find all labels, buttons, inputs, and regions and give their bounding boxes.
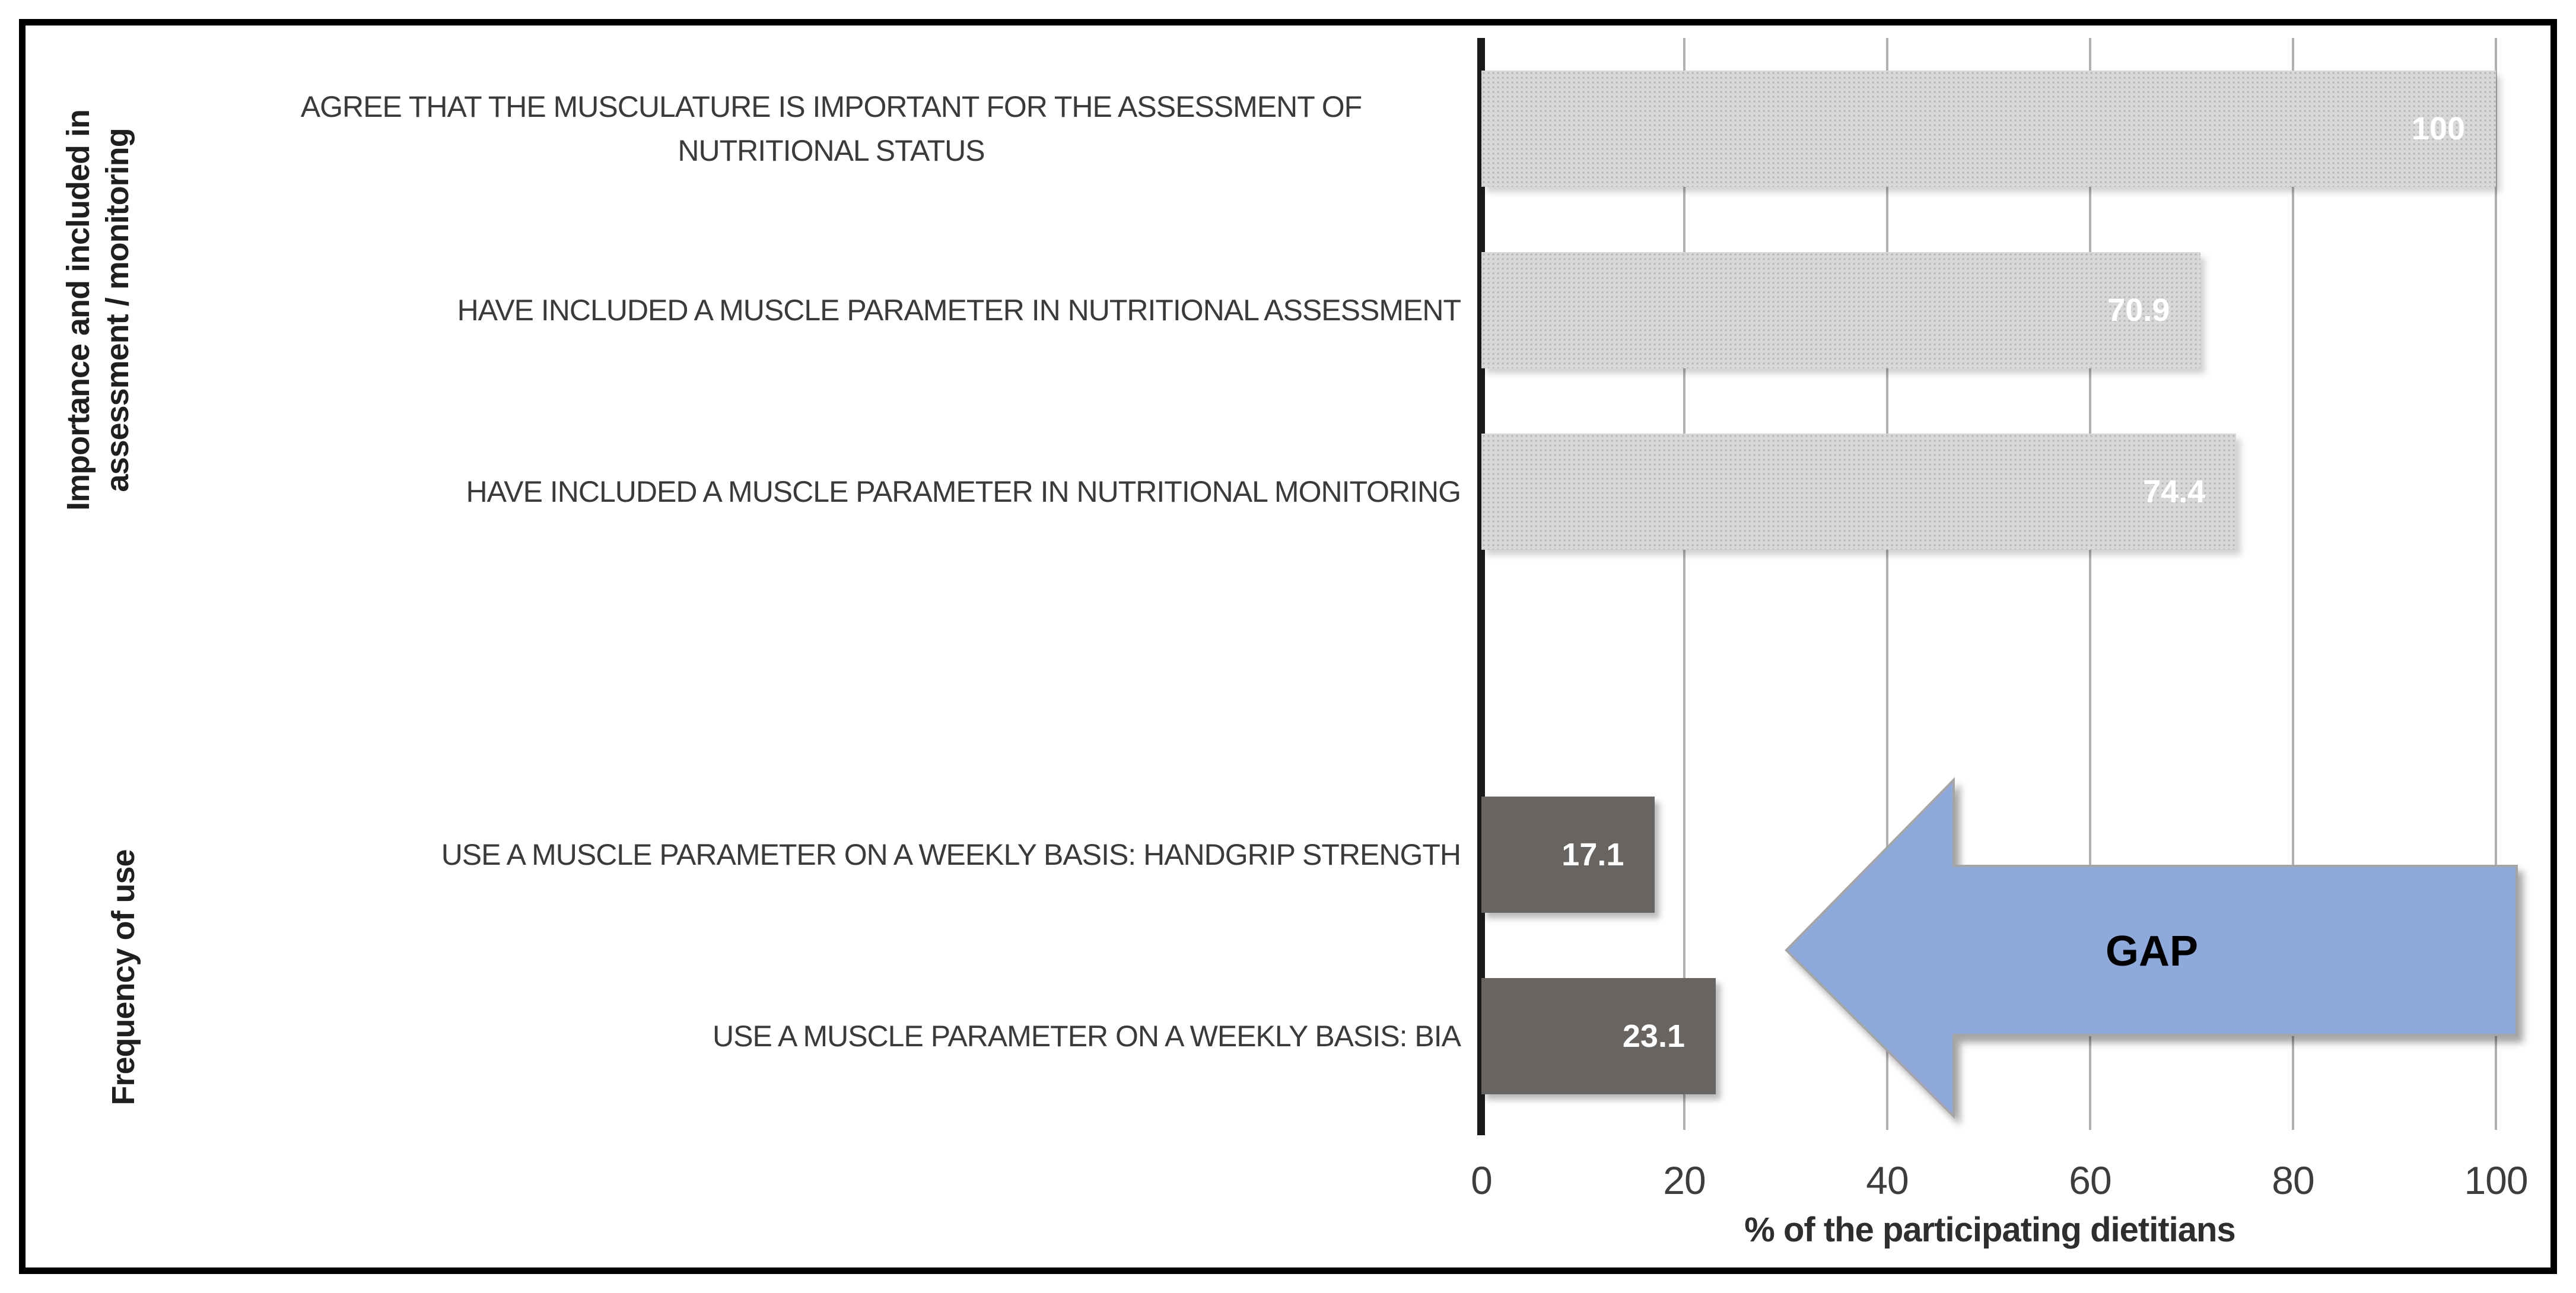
- bar-value-label: 74.4: [2143, 474, 2206, 509]
- x-axis-title: % of the participating dietitians: [1744, 1211, 2235, 1249]
- x-tick-0: 0: [1471, 1158, 1493, 1202]
- group-label-frequency-line1: Frequency of use: [106, 849, 141, 1106]
- x-tick-100: 100: [2464, 1158, 2528, 1202]
- x-tick-40: 40: [1866, 1158, 1909, 1202]
- bar-value-label: 100: [2411, 111, 2465, 147]
- bar-value-label: 23.1: [1622, 1018, 1685, 1054]
- plot-area: 100 70.9 74.4 17.1 23.1: [1477, 38, 2497, 1135]
- category-label-weekly-handgrip: USE A MUSCLE PARAMETER ON A WEEKLY BASIS…: [441, 838, 1461, 871]
- bar-weekly-bia: 23.1: [1481, 978, 1716, 1094]
- bar-musculature-important: 100: [1481, 71, 2496, 187]
- gridline-100: [2495, 38, 2497, 1130]
- group-label-importance-line2: assessment / monitoring: [100, 128, 135, 492]
- category-label-weekly-bia: USE A MUSCLE PARAMETER ON A WEEKLY BASIS…: [713, 1020, 1461, 1053]
- bar-included-assessment: 70.9: [1481, 252, 2201, 368]
- x-tick-20: 20: [1663, 1158, 1706, 1202]
- category-label-included-assessment: HAVE INCLUDED A MUSCLE PARAMETER IN NUTR…: [457, 294, 1461, 327]
- gridline-80: [2292, 38, 2294, 1130]
- bar-value-label: 70.9: [2107, 292, 2170, 328]
- bar-value-label: 17.1: [1561, 837, 1624, 872]
- group-label-importance: Importance and included in assessment / …: [59, 110, 137, 511]
- category-label-musculature-important: AGREE THAT THE MUSCULATURE IS IMPORTANT …: [300, 90, 1362, 167]
- bar-included-monitoring: 74.4: [1481, 434, 2237, 550]
- category-axis-line: [1477, 38, 1485, 1135]
- figure-border: [19, 19, 2557, 1274]
- gridline-40: [1886, 38, 1888, 1130]
- category-label-included-monitoring: HAVE INCLUDED A MUSCLE PARAMETER IN NUTR…: [466, 475, 1462, 508]
- group-label-frequency: Frequency of use: [104, 849, 143, 1105]
- gridline-20: [1683, 38, 1685, 1130]
- x-tick-60: 60: [2069, 1158, 2111, 1202]
- bar-weekly-handgrip: 17.1: [1481, 797, 1655, 913]
- group-label-importance-line1: Importance and included in: [61, 109, 96, 511]
- x-tick-80: 80: [2272, 1158, 2314, 1202]
- gridline-60: [2089, 38, 2091, 1130]
